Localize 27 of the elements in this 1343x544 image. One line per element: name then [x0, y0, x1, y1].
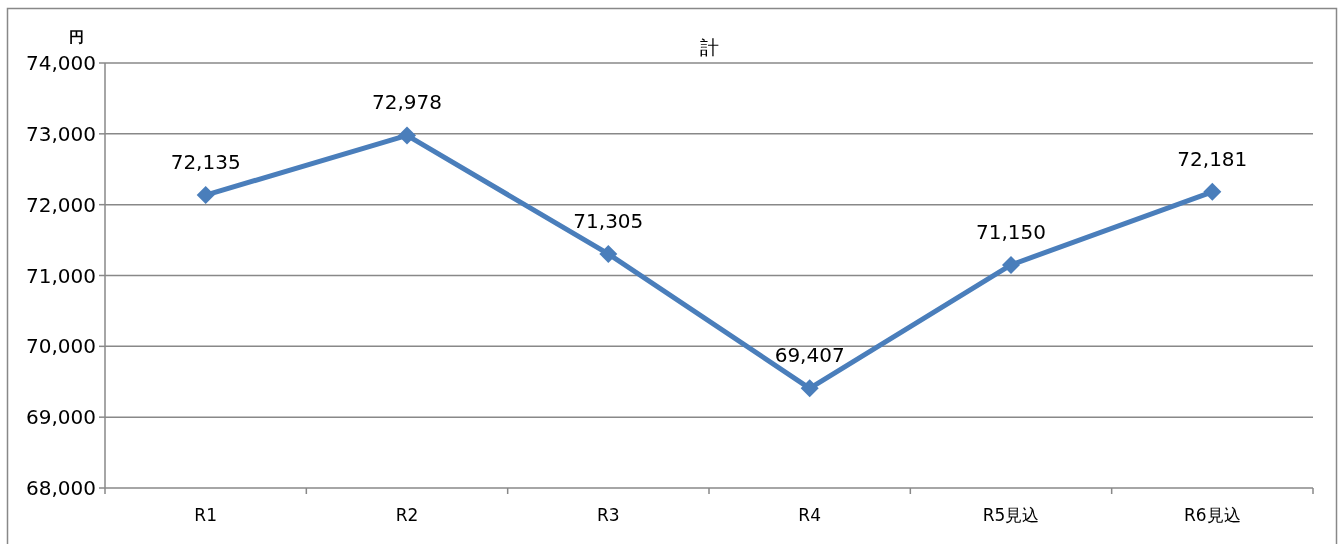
text: 72,181 — [1177, 146, 1248, 171]
y-tick-label: 68,000 — [26, 476, 96, 500]
text: 72,135 — [170, 150, 241, 175]
y-tick-label: 72,000 — [26, 192, 96, 217]
x-tick-label: R3 — [597, 505, 620, 525]
point — [1002, 255, 1020, 274]
y-tick-label: 74,000 — [26, 51, 96, 75]
text: 71,150 — [976, 219, 1046, 244]
point — [800, 379, 819, 398]
x-tick-label: R2 — [395, 505, 419, 525]
y-tick-label: 73,000 — [26, 121, 96, 146]
x-tick-label: R5見込 — [982, 505, 1040, 525]
x-tick-label: R6見込 — [1184, 505, 1241, 525]
chart-title: 計 — [699, 36, 719, 58]
text: 71,305 — [573, 208, 644, 233]
y-tick-label: 70,000 — [26, 334, 96, 359]
point — [398, 126, 416, 145]
text: 72,978 — [372, 90, 442, 115]
point — [599, 244, 618, 263]
text: 69,407 — [774, 343, 845, 368]
y-axis-title: 円 — [68, 28, 84, 46]
y-tick-label: 71,000 — [26, 263, 96, 288]
x-tick-label: R4 — [798, 505, 821, 525]
y-tick-label: 69,000 — [26, 405, 96, 430]
point — [1203, 182, 1222, 201]
point — [196, 186, 215, 205]
x-tick-label: R1 — [194, 505, 217, 525]
